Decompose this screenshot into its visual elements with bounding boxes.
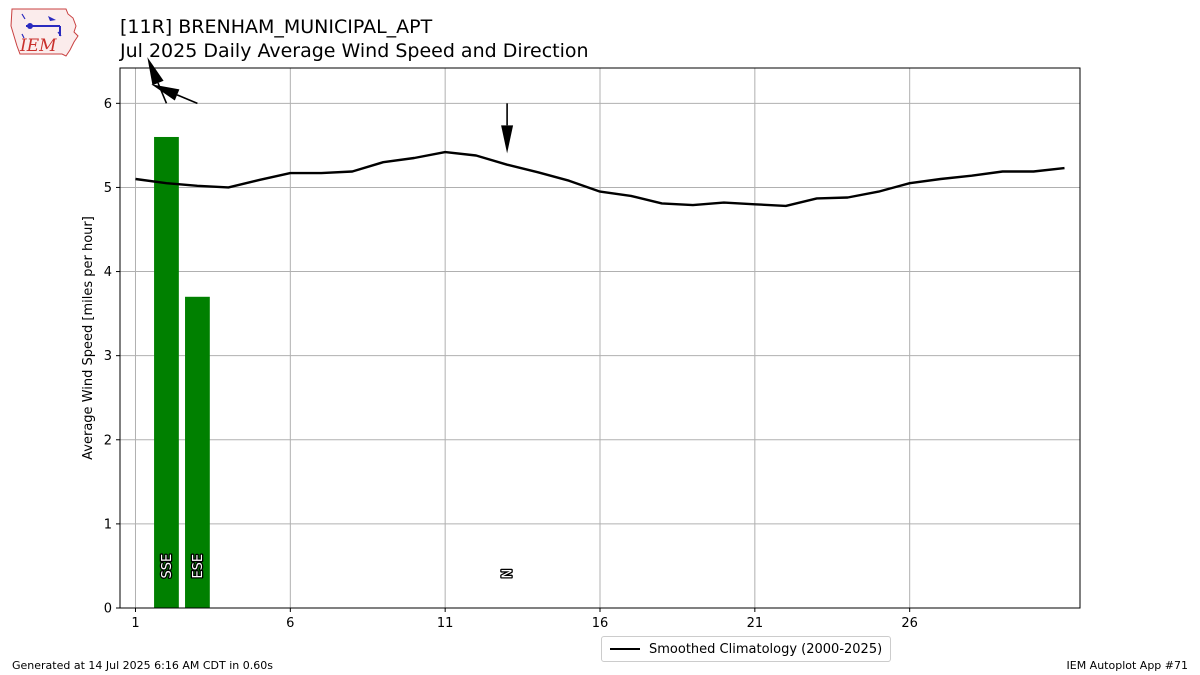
- app-credit: IEM Autoplot App #71: [1066, 659, 1189, 672]
- wind-arrow-day-13: [501, 103, 514, 154]
- direction-label-day-2: SSE: [160, 554, 175, 579]
- generated-timestamp: Generated at 14 Jul 2025 6:16 AM CDT in …: [12, 659, 273, 672]
- legend-line-swatch: [610, 648, 640, 650]
- legend: Smoothed Climatology (2000-2025): [601, 636, 892, 662]
- y-tick-label: 6: [104, 97, 112, 112]
- y-tick-label: 5: [104, 181, 112, 196]
- x-tick-label: 21: [747, 616, 764, 631]
- climatology-line: [135, 150, 1065, 208]
- svg-text:IEM: IEM: [19, 36, 57, 56]
- y-tick-label: 4: [104, 265, 112, 280]
- chart-title: [11R] BRENHAM_MUNICIPAL_APT: [120, 16, 433, 38]
- direction-label-day-3: ESE: [191, 554, 206, 579]
- x-tick-label: 6: [286, 616, 294, 631]
- x-tick-label: 1: [131, 616, 139, 631]
- wind-arrow-head: [501, 125, 514, 154]
- y-tick-label: 3: [104, 349, 112, 364]
- y-tick-label: 0: [104, 602, 112, 617]
- bar-day-3: [185, 296, 210, 608]
- wind-arrow-shaft: [176, 94, 198, 105]
- y-tick-label: 2: [104, 433, 112, 448]
- wind-arrow-day-3: [151, 84, 198, 105]
- wind-arrow-day-2: [147, 57, 168, 104]
- wind-arrow-head: [151, 84, 180, 101]
- x-tick-label: 16: [592, 616, 609, 631]
- iem-logo: IEM: [8, 6, 80, 62]
- legend-label: Smoothed Climatology (2000-2025): [649, 641, 883, 657]
- plot-frame: [119, 67, 1081, 609]
- y-tick-label: 1: [104, 517, 112, 532]
- chart-subtitle: Jul 2025 Daily Average Wind Speed and Di…: [120, 40, 589, 62]
- y-axis-label: Average Wind Speed [miles per hour]: [81, 216, 96, 460]
- iowa-outline-icon: [10, 8, 79, 57]
- direction-label-day-13: N: [501, 569, 516, 579]
- wind-arrow-head: [147, 57, 164, 86]
- x-tick-label: 26: [901, 616, 918, 631]
- bar-day-2: [154, 136, 179, 608]
- x-tick-label: 11: [437, 616, 454, 631]
